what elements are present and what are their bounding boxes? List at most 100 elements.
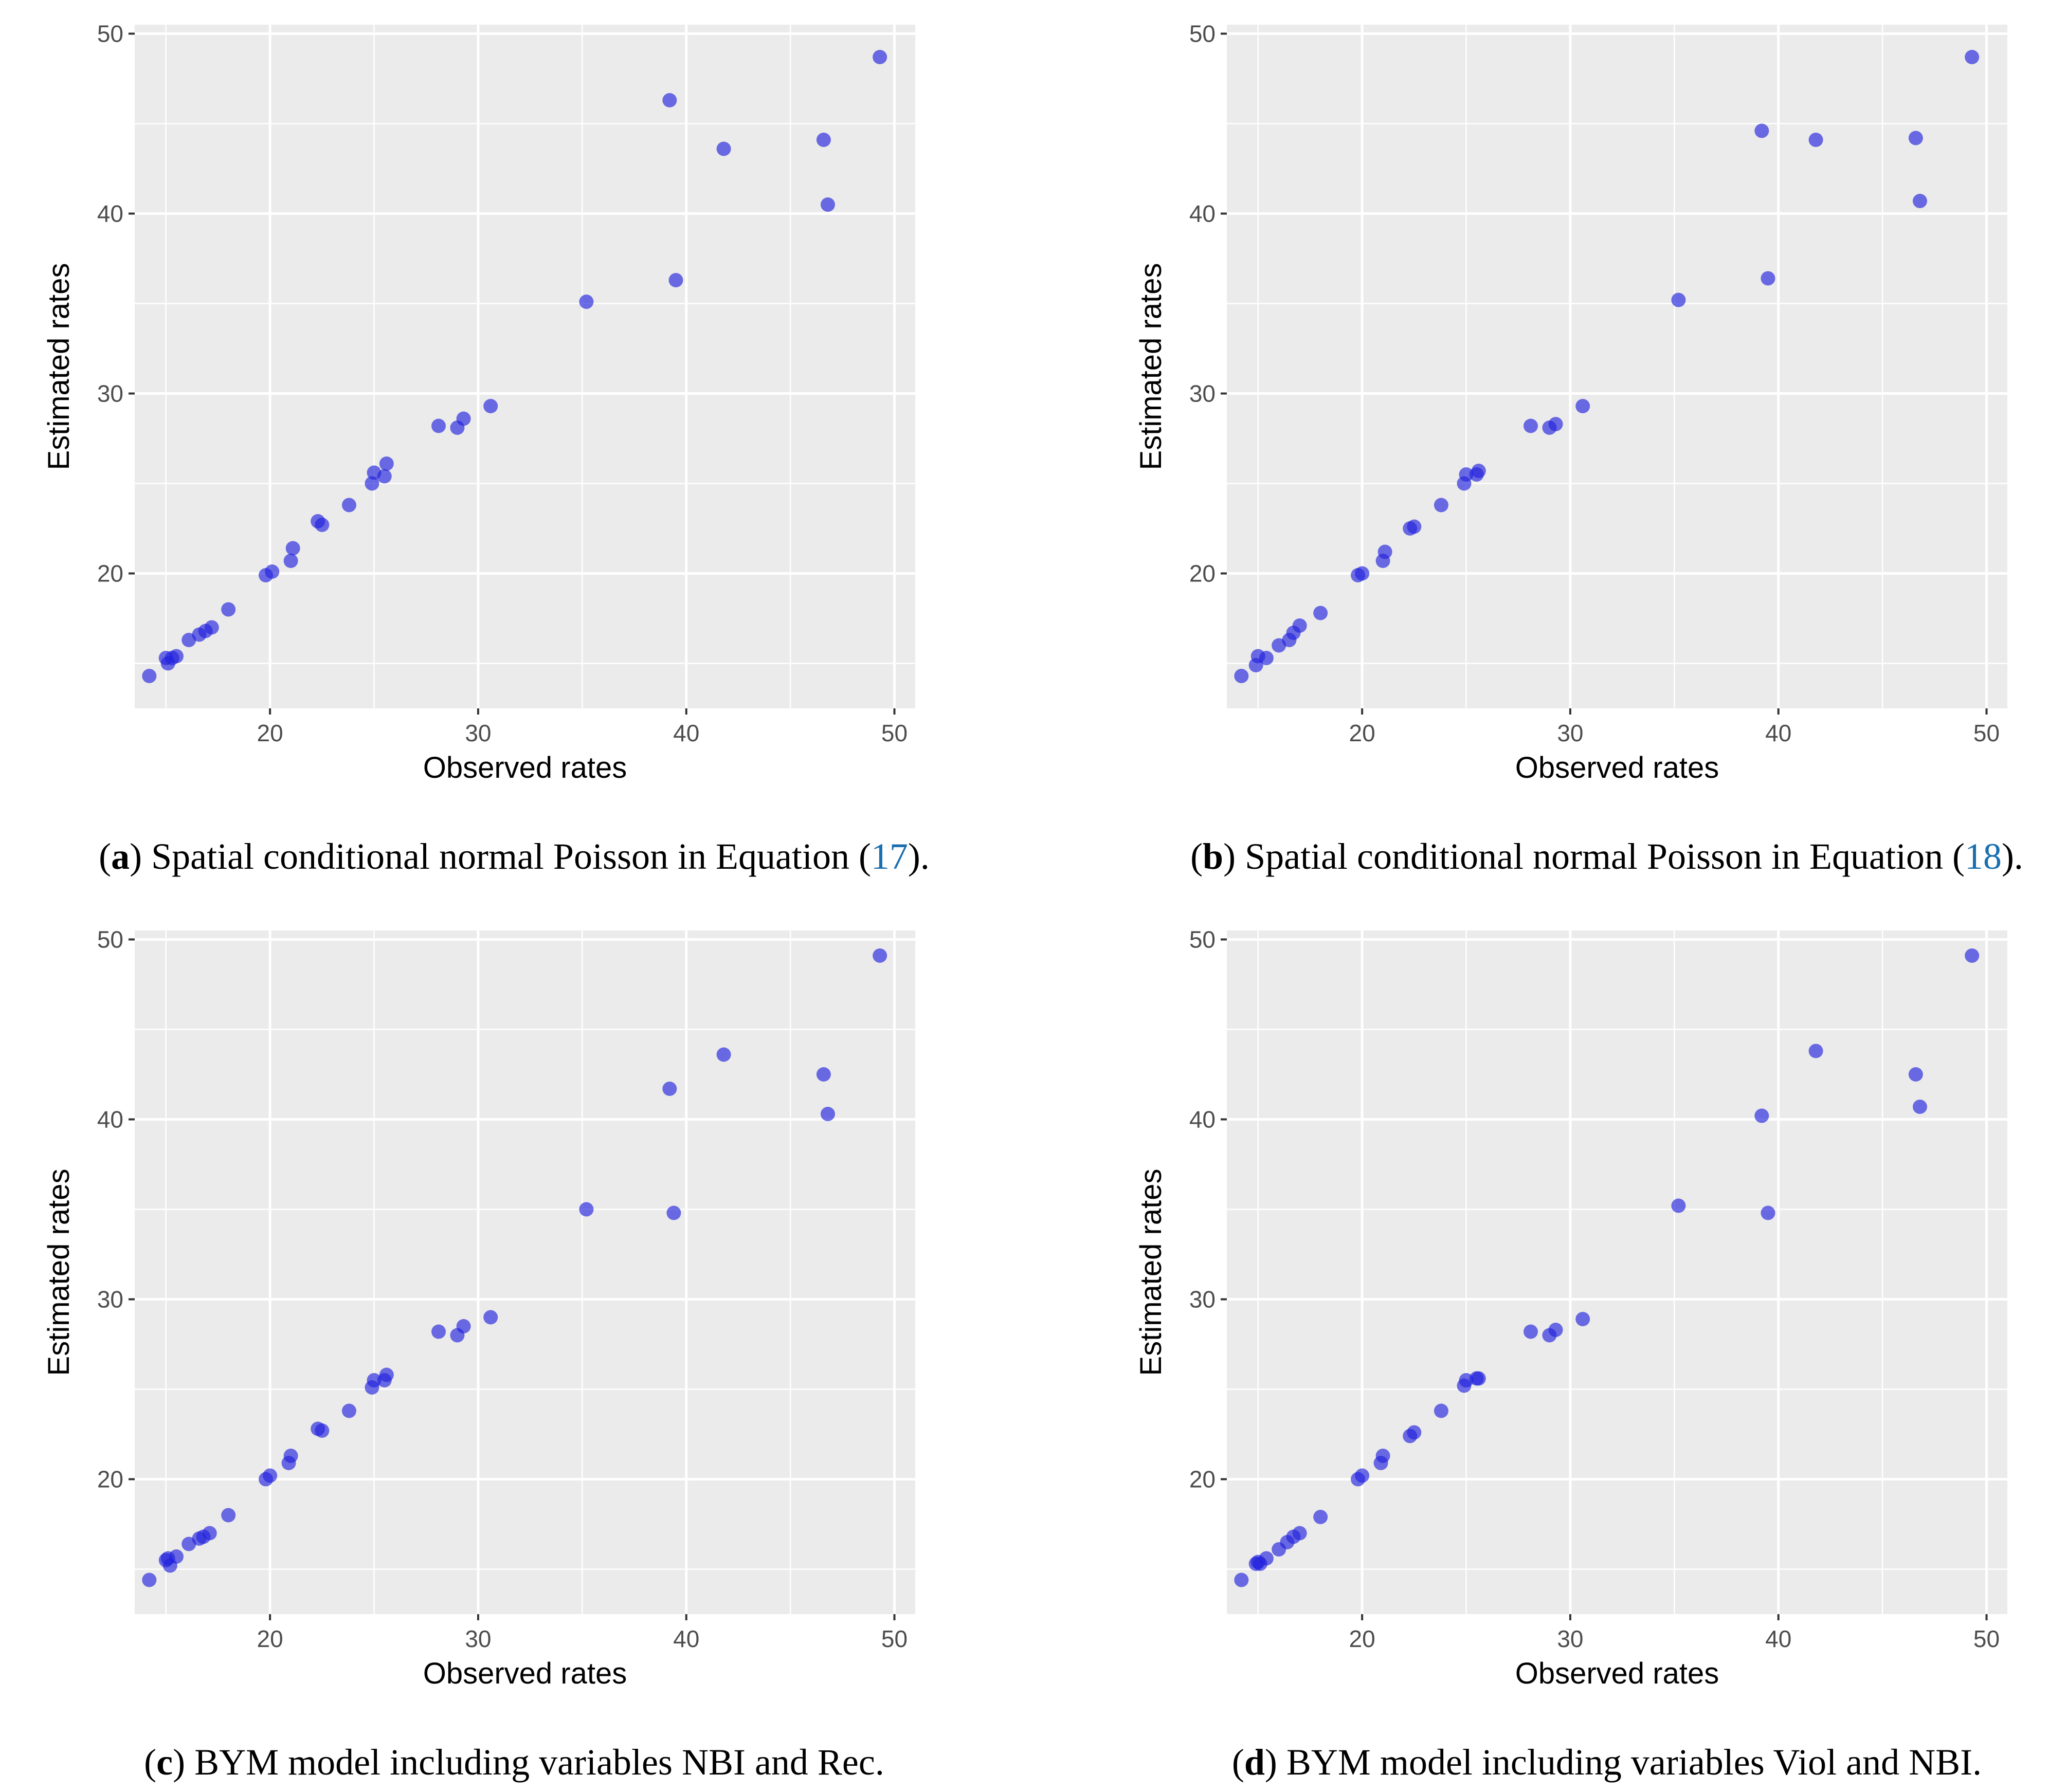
caption-letter: d xyxy=(1244,1742,1265,1783)
data-point xyxy=(265,564,280,579)
x-tick-label: 50 xyxy=(881,1625,908,1652)
data-point xyxy=(873,50,887,64)
data-point xyxy=(662,93,677,107)
x-tick-label: 20 xyxy=(1349,1625,1375,1652)
y-tick-label: 20 xyxy=(1189,560,1216,587)
data-point xyxy=(1259,651,1274,665)
x-tick-label: 30 xyxy=(465,720,491,746)
y-tick-label: 40 xyxy=(1189,1106,1216,1133)
data-point xyxy=(483,399,498,413)
data-point xyxy=(263,1468,278,1483)
data-point xyxy=(169,1549,184,1564)
caption-text: BYM model including variables Viol and N… xyxy=(1277,1742,1982,1783)
y-axis-title: Estimated rates xyxy=(1134,1169,1168,1376)
data-point xyxy=(202,1526,217,1541)
y-tick-label: 50 xyxy=(97,926,123,953)
data-point xyxy=(820,197,835,212)
caption-text: BYM model including variables NBI and Re… xyxy=(185,1742,884,1783)
data-point xyxy=(483,1310,498,1325)
data-point xyxy=(1754,1108,1769,1123)
caption-paren-open: ( xyxy=(99,836,111,877)
data-point xyxy=(365,476,379,491)
caption-letter: c xyxy=(156,1742,173,1783)
x-tick-label: 30 xyxy=(1557,1625,1583,1652)
data-point xyxy=(579,295,594,309)
x-tick-label: 40 xyxy=(673,1625,699,1652)
data-point xyxy=(1754,123,1769,138)
data-point xyxy=(1259,1551,1274,1566)
data-point xyxy=(716,141,731,156)
data-point xyxy=(1234,1572,1249,1587)
data-point xyxy=(142,669,157,683)
scatter-panel-b: 20 30 40 50 20 30 40 50 Observed rates Estimated … xyxy=(1134,21,2023,877)
data-point xyxy=(668,273,683,287)
x-tick-label: 40 xyxy=(1765,720,1791,746)
x-tick-label: 20 xyxy=(257,720,283,746)
data-point xyxy=(1375,1449,1390,1463)
caption-equation-ref: 17 xyxy=(871,836,908,877)
caption-d: (d) BYM model including variables Viol a… xyxy=(1232,1742,1982,1783)
data-point xyxy=(221,602,236,617)
data-point xyxy=(1808,133,1823,147)
data-point xyxy=(1671,1198,1686,1213)
data-point xyxy=(1575,399,1590,413)
data-point xyxy=(1407,1425,1422,1440)
y-tick-label: 50 xyxy=(97,21,123,47)
data-point xyxy=(1912,1100,1927,1114)
caption-paren-close: ) xyxy=(1265,1742,1277,1783)
data-point xyxy=(283,554,298,568)
data-point xyxy=(379,1367,394,1382)
scatter-panel-d: 20 30 40 50 20 30 40 50 Observed rates Estimated … xyxy=(1134,926,2007,1783)
plot-background xyxy=(135,930,915,1614)
data-point xyxy=(341,498,356,513)
data-point xyxy=(816,1067,831,1082)
data-point xyxy=(1761,1205,1775,1220)
caption-equation-ref: 18 xyxy=(1965,836,2002,877)
data-point xyxy=(1965,948,1980,963)
data-point xyxy=(1292,618,1307,633)
y-tick-label: 40 xyxy=(97,1106,123,1133)
caption-letter: b xyxy=(1203,836,1223,877)
x-tick-label: 20 xyxy=(1349,720,1375,746)
caption-paren-close: ) xyxy=(1223,836,1236,877)
data-point xyxy=(873,948,887,963)
y-axis-title: Estimated rates xyxy=(1134,263,1168,470)
data-point xyxy=(341,1403,356,1418)
scatter-panel-a: 20 30 40 50 20 30 40 50 Observed rates Estimated … xyxy=(42,21,930,877)
data-point xyxy=(221,1508,236,1523)
data-point xyxy=(1808,1044,1823,1058)
caption-b: (b) Spatial conditional normal Poisson i… xyxy=(1190,836,2023,877)
plot-background xyxy=(1227,25,2007,708)
y-tick-label: 20 xyxy=(1189,1466,1216,1493)
data-point xyxy=(283,1449,298,1463)
x-axis-title: Observed rates xyxy=(423,751,627,784)
y-axis-title: Estimated rates xyxy=(42,263,76,470)
plot-background xyxy=(1227,930,2007,1614)
x-tick-label: 50 xyxy=(881,720,908,746)
data-point xyxy=(716,1047,731,1062)
data-point xyxy=(285,541,300,556)
caption-text: Spatial conditional normal Poisson in Eq… xyxy=(1236,836,1965,877)
data-point xyxy=(1908,1067,1923,1082)
caption-paren-open: ( xyxy=(1190,836,1203,877)
data-point xyxy=(1965,50,1980,64)
data-point xyxy=(1355,1468,1370,1483)
data-point xyxy=(820,1107,835,1121)
data-point xyxy=(377,469,392,484)
data-point xyxy=(456,411,471,426)
data-point xyxy=(315,1423,330,1438)
data-point xyxy=(816,133,831,147)
y-tick-label: 40 xyxy=(97,200,123,227)
y-tick-label: 50 xyxy=(1189,21,1216,47)
x-tick-label: 40 xyxy=(1765,1625,1791,1652)
data-point xyxy=(1234,669,1249,683)
data-point xyxy=(142,1572,157,1587)
data-point xyxy=(1355,566,1370,581)
data-point xyxy=(1313,1510,1328,1524)
caption-end: ). xyxy=(908,836,930,877)
y-tick-label: 30 xyxy=(1189,1286,1216,1313)
data-point xyxy=(169,649,184,664)
x-tick-label: 50 xyxy=(1973,1625,2000,1652)
caption-a: (a) Spatial conditional normal Poisson i… xyxy=(99,836,930,877)
